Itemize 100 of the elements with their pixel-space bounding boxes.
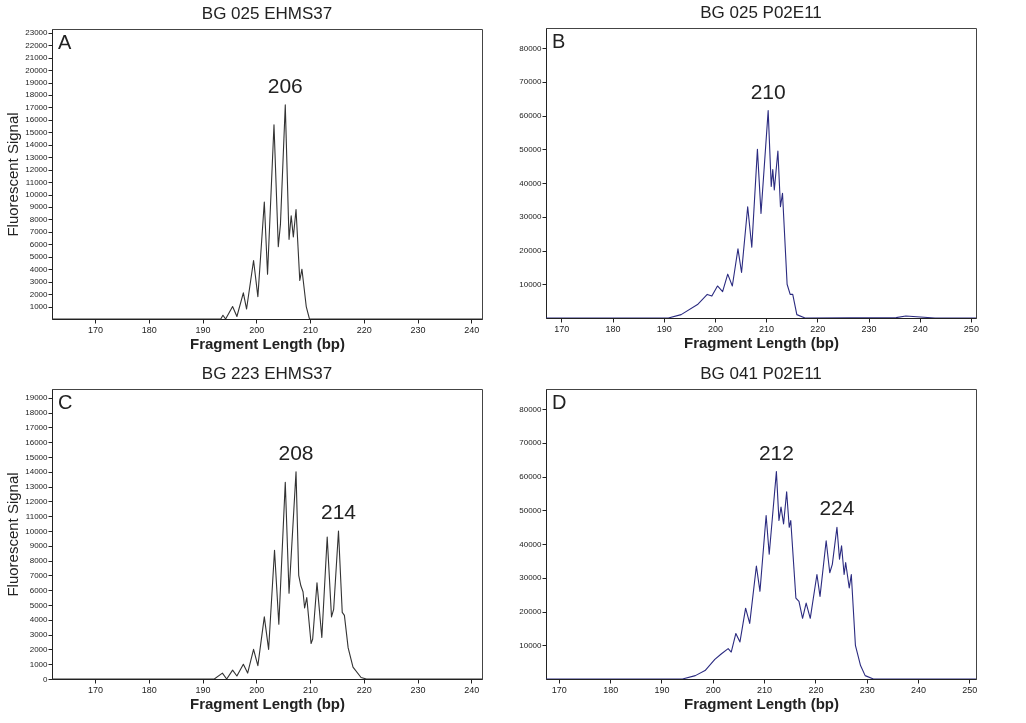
- x-axis-title: Fragment Length (bp): [684, 333, 839, 351]
- y-tick-label: 70000: [519, 438, 543, 448]
- y-tick-label: 10000: [25, 190, 49, 200]
- y-tick-label: 5000: [29, 252, 49, 262]
- annotation: A: [58, 31, 72, 53]
- y-tick-label: 10000: [25, 526, 49, 536]
- x-tick-label: 220: [808, 684, 824, 695]
- x-tick-label: 230: [410, 684, 426, 695]
- y-tick-label: 15000: [25, 127, 49, 137]
- y-tick-label: 14000: [25, 140, 49, 150]
- y-tick-label: 23000: [25, 28, 49, 38]
- y-tick-label: 1000: [29, 302, 49, 312]
- x-tick-label: 190: [195, 684, 211, 695]
- x-axis-title: Fragment Length (bp): [190, 694, 345, 712]
- y-tick-label: 19000: [25, 393, 49, 403]
- chart-title: BG 025 EHMS37: [201, 3, 333, 23]
- y-tick-label: 80000: [519, 43, 543, 53]
- y-tick-label: 16000: [25, 437, 49, 447]
- y-tick-label: 40000: [519, 539, 543, 549]
- annotation: D: [552, 391, 567, 413]
- x-tick-label: 200: [705, 684, 721, 695]
- y-tick-label: 50000: [519, 144, 543, 154]
- y-tick-label: 6000: [29, 239, 49, 249]
- y-axis-title: Fluorescent Signal: [4, 472, 22, 597]
- x-tick-label: 230: [861, 323, 877, 334]
- x-axis-title: Fragment Length (bp): [684, 694, 839, 712]
- y-tick-label: 30000: [519, 212, 543, 222]
- y-tick-label: 13000: [25, 482, 49, 492]
- y-tick-label: 20000: [25, 65, 49, 75]
- y-tick-label: 5000: [29, 600, 49, 610]
- x-tick-label: 190: [195, 324, 211, 335]
- x-tick-label: 200: [707, 323, 723, 334]
- y-tick-label: 21000: [25, 53, 49, 63]
- y-tick-label: 60000: [519, 472, 543, 482]
- x-tick-label: 180: [141, 684, 157, 695]
- y-tick-label: 3000: [29, 277, 49, 287]
- y-tick-label: 1000: [29, 659, 49, 669]
- y-tick-label: 0: [43, 674, 49, 684]
- x-tick-label: 230: [410, 324, 426, 335]
- x-tick-label: 250: [963, 323, 979, 334]
- y-tick-label: 2000: [29, 644, 49, 654]
- y-tick-label: 80000: [519, 404, 543, 414]
- y-tick-label: 11000: [25, 177, 49, 187]
- annotation: 212: [758, 440, 794, 464]
- x-tick-label: 230: [859, 684, 875, 695]
- x-tick-label: 200: [249, 684, 265, 695]
- annotation: 208: [278, 440, 314, 464]
- y-tick-label: 3000: [29, 630, 49, 640]
- y-tick-label: 20000: [519, 246, 543, 256]
- annotation: 206: [267, 73, 303, 97]
- x-tick-label: 240: [464, 324, 480, 335]
- chart-title: BG 223 EHMS37: [201, 364, 333, 383]
- y-axis-title: Fluorescent Signal: [4, 112, 22, 237]
- annotation: C: [58, 391, 73, 413]
- y-tick-label: 9000: [29, 541, 49, 551]
- y-tick-label: 10000: [519, 640, 543, 650]
- y-tick-label: 12000: [25, 165, 49, 175]
- y-tick-label: 19000: [25, 78, 49, 88]
- annotation: B: [552, 30, 566, 52]
- y-tick-label: 14000: [25, 467, 49, 477]
- x-tick-label: 180: [141, 324, 157, 335]
- y-tick-label: 40000: [519, 178, 543, 188]
- y-tick-label: 16000: [25, 115, 49, 125]
- y-tick-label: 20000: [519, 607, 543, 617]
- annotation: 224: [819, 496, 855, 520]
- y-tick-label: 4000: [29, 264, 49, 274]
- x-tick-label: 190: [656, 323, 672, 334]
- y-tick-label: 22000: [25, 40, 49, 50]
- annotation: 214: [320, 500, 357, 524]
- y-tick-label: 10000: [519, 279, 543, 289]
- x-tick-label: 170: [87, 324, 104, 335]
- y-tick-label: 30000: [519, 573, 543, 583]
- x-axis-title: Fragment Length (bp): [190, 334, 345, 352]
- x-tick-label: 180: [603, 684, 619, 695]
- x-tick-label: 250: [962, 684, 978, 695]
- x-tick-label: 190: [654, 684, 670, 695]
- x-tick-label: 240: [911, 684, 927, 695]
- y-tick-label: 4000: [29, 615, 49, 625]
- x-tick-label: 210: [759, 323, 775, 334]
- y-tick-label: 6000: [29, 585, 49, 595]
- x-tick-label: 240: [912, 323, 928, 334]
- y-tick-label: 8000: [29, 214, 49, 224]
- y-tick-label: 8000: [29, 556, 49, 566]
- y-tick-label: 18000: [25, 408, 49, 418]
- y-tick-label: 13000: [25, 152, 49, 162]
- x-tick-label: 210: [302, 324, 319, 335]
- y-tick-label: 50000: [519, 505, 543, 515]
- x-tick-label: 170: [87, 684, 104, 695]
- x-tick-label: 220: [356, 684, 372, 695]
- x-tick-label: 180: [605, 323, 621, 334]
- y-tick-label: 70000: [519, 77, 543, 87]
- x-tick-label: 170: [551, 684, 567, 695]
- y-tick-label: 18000: [25, 90, 49, 100]
- x-tick-label: 210: [302, 684, 319, 695]
- x-tick-label: 170: [554, 323, 570, 334]
- y-tick-label: 12000: [25, 496, 49, 506]
- x-tick-label: 220: [810, 323, 826, 334]
- y-tick-label: 60000: [519, 111, 543, 121]
- y-tick-label: 2000: [29, 289, 49, 299]
- y-tick-label: 17000: [25, 102, 49, 112]
